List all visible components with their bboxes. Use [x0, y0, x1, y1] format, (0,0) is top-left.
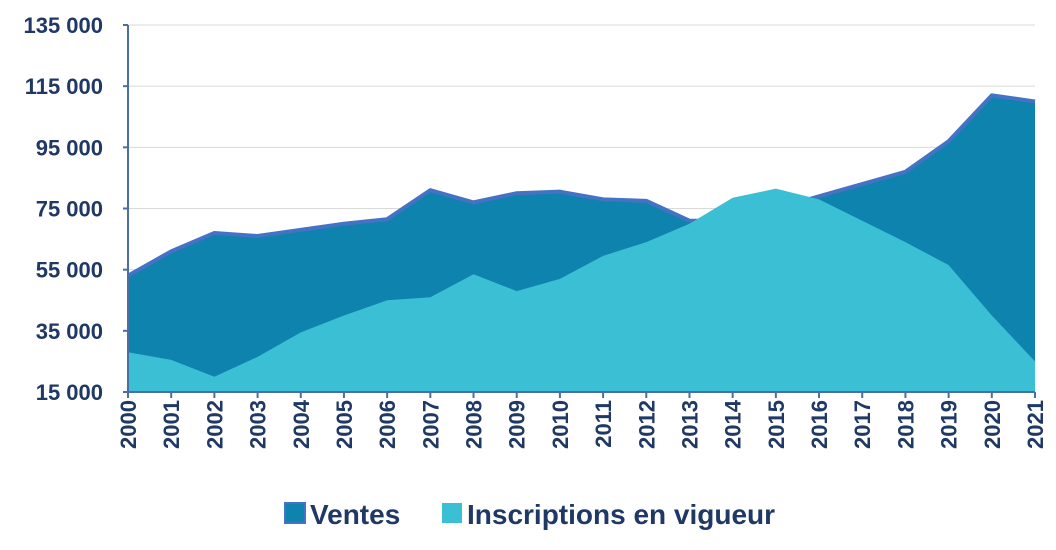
x-tick-label: 2020	[980, 400, 1005, 449]
x-tick-label: 2007	[418, 400, 443, 449]
axes	[123, 24, 1036, 398]
x-tick-label: 2011	[591, 400, 616, 448]
x-tick-label: 2004	[289, 399, 314, 449]
x-tick-label: 2010	[548, 400, 573, 449]
x-tick-label: 2008	[462, 400, 487, 449]
x-tick-label: 2017	[850, 400, 875, 449]
x-tick-label: 2014	[721, 399, 746, 449]
x-tick-label: 2009	[505, 400, 530, 449]
x-axis-ticks: 2000 2001 2002 2003 2004 2005 2006 2007 2008 2009…	[116, 399, 1048, 449]
x-tick-label: 2019	[937, 400, 962, 449]
x-tick-label: 2001	[159, 400, 184, 449]
area-inscriptions	[128, 188, 1035, 392]
legend-label-ventes: Ventes	[310, 499, 400, 530]
y-tick-label: 15 000	[36, 380, 103, 405]
x-tick-label: 2002	[202, 400, 227, 449]
plot-areas	[127, 93, 1036, 392]
x-tick-label: 2015	[764, 400, 789, 449]
line-ventes	[127, 93, 1036, 278]
x-tick-label: 2000	[116, 400, 141, 449]
y-tick-label: 115 000	[25, 74, 103, 99]
y-tick-label: 35 000	[36, 319, 103, 344]
legend-swatch-inscriptions	[442, 503, 462, 523]
y-axis-ticks: 15 000 35 000 55 000 75 000 95 000 115 000 135…	[23, 13, 103, 405]
legend-label-inscriptions: Inscriptions en vigueur	[467, 499, 775, 530]
x-tick-label: 2006	[375, 400, 400, 449]
y-tick-label: 135 000	[23, 13, 103, 38]
x-tick-label: 2013	[677, 400, 702, 449]
y-tick-label: 55 000	[36, 258, 103, 283]
x-tick-label: 2003	[246, 400, 271, 449]
x-tick-label: 2016	[807, 400, 832, 449]
legend-swatch-ventes	[284, 502, 306, 524]
x-tick-label: 2021	[1023, 400, 1048, 449]
x-tick-label: 2012	[634, 400, 659, 449]
y-tick-label: 75 000	[36, 197, 103, 222]
x-tick-label: 2018	[893, 400, 918, 449]
y-tick-label: 95 000	[36, 135, 103, 160]
x-tick-label: 2005	[332, 400, 357, 449]
legend: Ventes Inscriptions en vigueur	[284, 499, 775, 530]
